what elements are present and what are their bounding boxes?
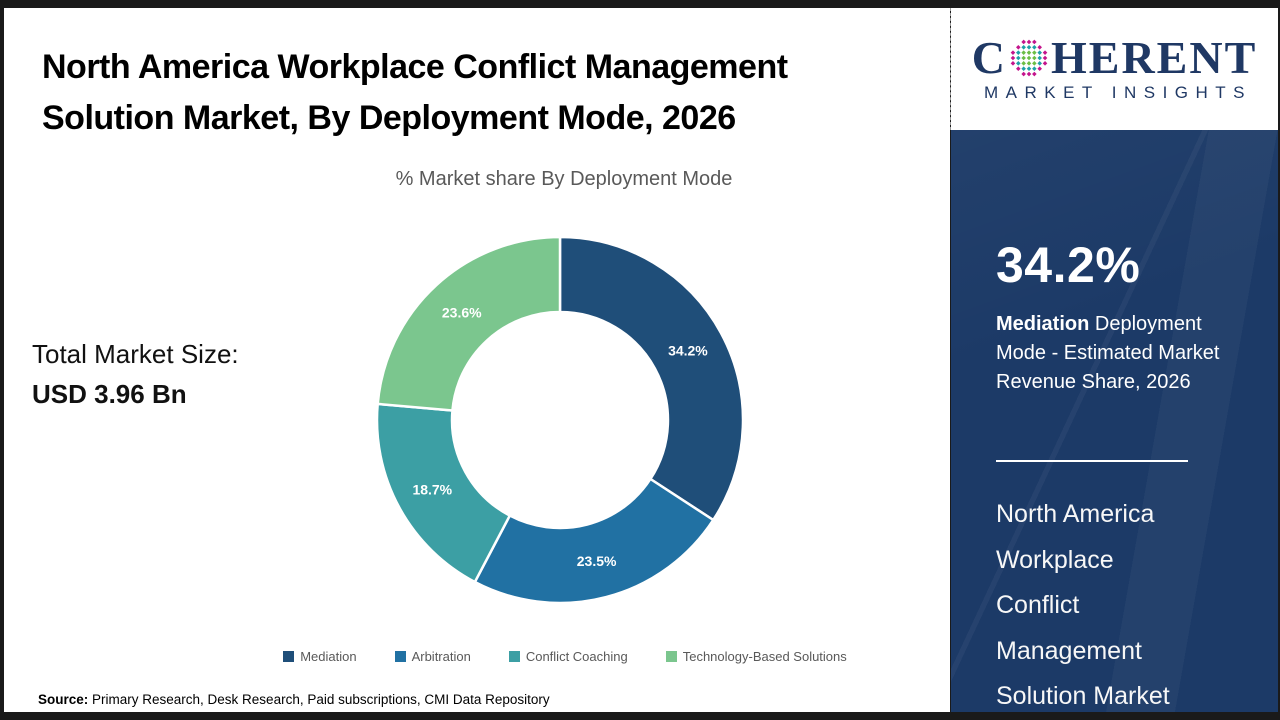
legend-item-technology-based-solutions: Technology-Based Solutions: [665, 649, 847, 664]
highlight-stat: 34.2%: [996, 237, 1141, 293]
dashed-separator: [950, 8, 951, 130]
globe-dot: [1032, 39, 1037, 44]
globe-dot: [1042, 60, 1048, 66]
report-title-line: Workplace: [996, 545, 1114, 574]
globe-dot: [1015, 60, 1021, 66]
legend-item-arbitration: Arbitration: [394, 649, 471, 664]
highlight-description-rest: Deployment Mode - Estimated Market Reven…: [996, 313, 1220, 393]
source-note-text: Primary Research, Desk Research, Paid su…: [88, 692, 550, 707]
globe-dot: [1026, 65, 1032, 71]
globe-dot: [1026, 49, 1032, 55]
globe-dot: [1026, 60, 1032, 66]
highlight-panel: 34.2% Mediation Deployment Mode - Estima…: [951, 130, 1278, 712]
legend-swatch: [665, 651, 677, 662]
legend-swatch: [283, 651, 295, 662]
legend-label: Arbitration: [411, 649, 471, 664]
donut-slice-arbitration: [473, 477, 715, 605]
donut-chart: 34.2% 23.5% 18.7% 23.6%: [370, 230, 750, 610]
donut-data-label: 23.6%: [442, 305, 482, 321]
globe-dot: [1021, 71, 1026, 76]
globe-dot: [1037, 65, 1042, 71]
globe-dot: [1015, 55, 1021, 60]
donut-slice-conflict-coaching: [375, 402, 512, 584]
globe-dot: [1015, 44, 1021, 50]
globe-dot: [1015, 65, 1021, 71]
brand-logo: C HERENT MARKET INSIGHTS: [951, 8, 1278, 130]
total-market-size-value: USD 3.96 Bn: [32, 379, 187, 409]
brand-name: C HERENT: [971, 31, 1258, 83]
highlight-description-bold: Mediation: [996, 313, 1090, 335]
globe-dot: [1037, 55, 1042, 60]
globe-dot: [1032, 71, 1037, 76]
page-title-line1: North America Workplace Conflict Managem…: [42, 48, 788, 86]
legend-label: Technology-Based Solutions: [682, 649, 847, 664]
page-title: North America Workplace Conflict Managem…: [42, 42, 922, 144]
report-title-line: North America: [996, 500, 1155, 528]
globe-dot: [1010, 60, 1016, 66]
globe-dot: [1010, 49, 1016, 55]
report-title-line: Management: [996, 636, 1142, 665]
source-note: Source: Primary Research, Desk Research,…: [38, 692, 550, 707]
legend-label: Conflict Coaching: [525, 649, 628, 664]
donut-data-label: 34.2%: [668, 343, 708, 359]
globe-dot: [1032, 55, 1037, 60]
globe-dot: [1026, 44, 1032, 50]
legend-swatch: [394, 651, 406, 662]
total-market-size: Total Market Size: USD 3.96 Bn: [32, 334, 239, 414]
report-title-line: Conflict: [996, 591, 1080, 619]
chart-subtitle: % Market share By Deployment Mode: [395, 168, 733, 190]
dot-globe-icon: [1010, 39, 1048, 76]
legend-item-mediation: Mediation: [283, 649, 357, 664]
donut-chart-svg: 34.2% 23.5% 18.7% 23.6%: [375, 235, 745, 605]
globe-dot: [1032, 60, 1037, 66]
sidebar: C HERENT MARKET INSIGHTS 34.2% Mediation…: [950, 8, 1278, 712]
globe-dot: [1026, 71, 1032, 76]
globe-dot: [1042, 49, 1048, 55]
page-title-line2: Solution Market, By Deployment Mode, 202…: [42, 99, 736, 137]
brand-letter-c: C: [971, 31, 1007, 83]
globe-dot: [1026, 39, 1032, 44]
legend-item-conflict-coaching: Conflict Coaching: [508, 649, 628, 664]
globe-dot: [1010, 55, 1016, 60]
globe-dot: [1021, 55, 1026, 60]
globe-dot: [1037, 60, 1042, 66]
globe-dot: [1021, 65, 1026, 71]
donut-data-label: 18.7%: [412, 482, 452, 498]
legend-swatch: [508, 651, 520, 662]
globe-dot: [1021, 44, 1026, 50]
report-title-line: Solution Market: [996, 682, 1170, 710]
globe-dot: [1042, 55, 1048, 60]
donut-slice-technology-based-solutions: [376, 235, 562, 412]
total-market-size-label: Total Market Size:: [32, 339, 239, 369]
chart-area: North America Workplace Conflict Managem…: [4, 8, 950, 712]
brand-letters-rest: HERENT: [1050, 31, 1258, 83]
globe-dot: [1021, 60, 1026, 66]
brand-subtitle: MARKET INSIGHTS: [983, 82, 1253, 102]
donut-data-label: 23.5%: [577, 553, 617, 569]
globe-dot: [1021, 39, 1026, 44]
globe-dot: [1037, 44, 1042, 50]
source-note-label: Source:: [38, 692, 89, 707]
globe-dot: [1015, 49, 1021, 55]
globe-dot: [1032, 65, 1037, 71]
globe-dot: [1037, 49, 1042, 55]
divider-line: [996, 460, 1188, 462]
globe-dot: [1021, 49, 1026, 55]
globe-dot: [1032, 49, 1037, 55]
globe-dot: [1032, 44, 1037, 50]
highlight-description: Mediation Deployment Mode - Estimated Ma…: [996, 310, 1238, 397]
donut-slice-mediation: [558, 235, 745, 522]
legend-label: Mediation: [300, 649, 357, 664]
globe-dot: [1026, 55, 1032, 60]
chart-legend: Mediation Arbitration Conflict Coaching Tec…: [180, 649, 950, 664]
report-title: North America Workplace Conflict Management…: [996, 492, 1246, 712]
